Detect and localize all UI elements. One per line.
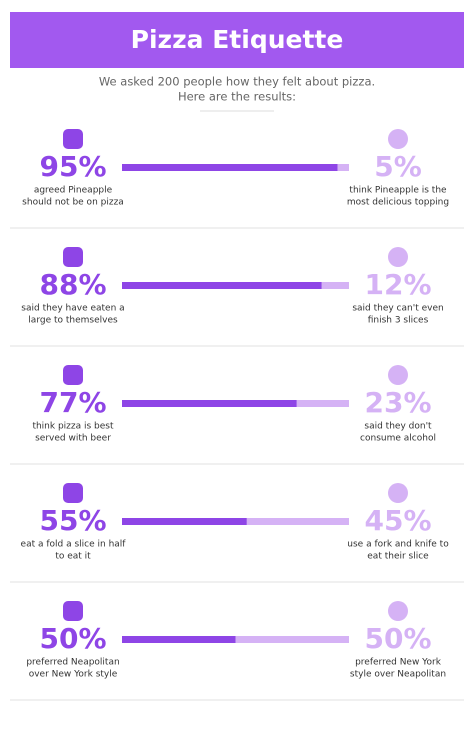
right-percent: 23%	[364, 386, 431, 419]
bar-right	[337, 164, 349, 171]
icon	[63, 247, 83, 267]
bar-right	[321, 282, 349, 289]
header-band	[10, 12, 464, 68]
icon	[388, 483, 408, 503]
bar-left	[122, 518, 247, 525]
right-percent: 50%	[364, 622, 431, 655]
icon	[388, 247, 408, 267]
right-caption: most delicious topping	[347, 198, 449, 208]
right-caption: use a fork and knife to	[347, 540, 449, 550]
left-percent: 50%	[39, 622, 106, 655]
left-percent: 88%	[39, 268, 106, 301]
icon	[388, 601, 408, 621]
icon	[63, 483, 83, 503]
bar-right	[235, 636, 349, 643]
right-caption: preferred New York	[355, 658, 442, 668]
bar-left	[122, 282, 322, 289]
left-caption: said they have eaten a	[21, 304, 124, 314]
bar-left	[122, 400, 297, 407]
right-percent: 45%	[364, 504, 431, 537]
right-percent: 5%	[374, 150, 422, 183]
bar-left	[122, 636, 236, 643]
left-caption: should not be on pizza	[22, 198, 124, 208]
left-caption: over New York style	[29, 670, 118, 680]
right-percent: 12%	[364, 268, 431, 301]
left-percent: 95%	[39, 150, 106, 183]
left-caption: large to themselves	[28, 316, 118, 326]
left-caption: to eat it	[55, 552, 91, 562]
left-caption: think pizza is best	[32, 422, 114, 432]
left-caption: preferred Neapolitan	[26, 658, 119, 668]
right-caption: said they can't even	[352, 304, 443, 314]
title: Pizza Etiquette	[131, 25, 344, 54]
left-caption: eat a fold a slice in half	[21, 540, 127, 550]
icon	[388, 365, 408, 385]
left-caption: agreed Pineapple	[34, 186, 113, 196]
right-caption: said they don't	[364, 422, 432, 432]
icon	[63, 601, 83, 621]
right-caption: style over Neapolitan	[350, 670, 446, 680]
icon	[63, 365, 83, 385]
bar-left	[122, 164, 338, 171]
right-caption: eat their slice	[367, 552, 429, 562]
left-percent: 77%	[39, 386, 106, 419]
right-caption: think Pineapple is the	[349, 186, 447, 196]
icon	[388, 129, 408, 149]
left-percent: 55%	[39, 504, 106, 537]
right-caption: finish 3 slices	[368, 316, 429, 326]
intro-line: Here are the results:	[178, 90, 296, 104]
right-caption: consume alcohol	[360, 434, 436, 444]
bar-right	[246, 518, 349, 525]
icon	[63, 129, 83, 149]
bar-right	[296, 400, 349, 407]
intro-line: We asked 200 people how they felt about …	[99, 75, 375, 89]
left-caption: served with beer	[35, 434, 111, 444]
